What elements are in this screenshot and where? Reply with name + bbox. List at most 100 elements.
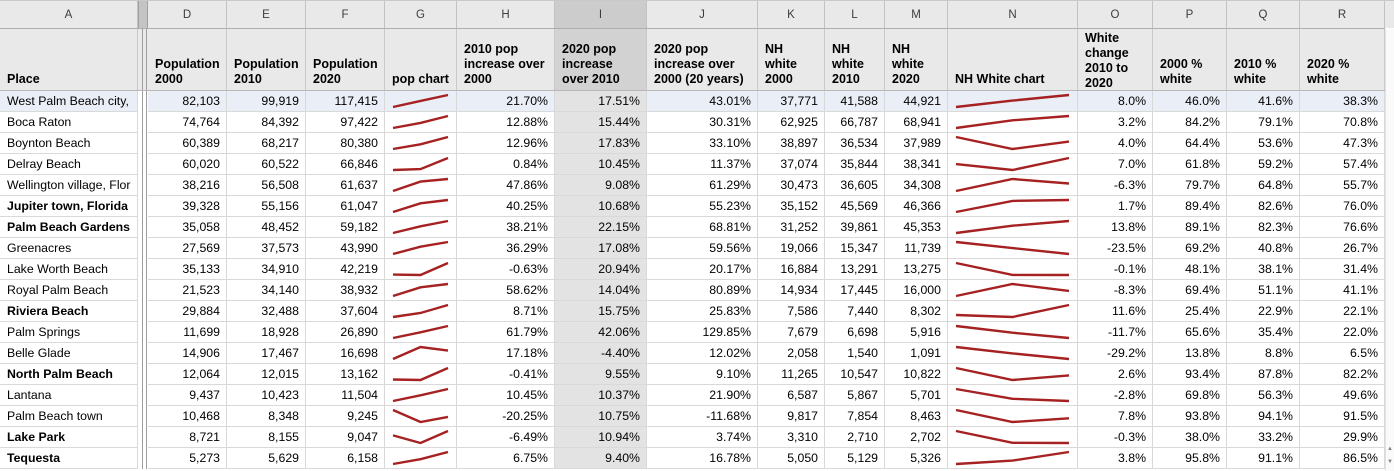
column-header-Q[interactable]: Q xyxy=(1227,1,1300,28)
cell-nhw-chart[interactable] xyxy=(948,196,1078,217)
cell-pop-2000[interactable]: 82,103 xyxy=(148,91,227,112)
cell-pop-2000[interactable]: 9,437 xyxy=(148,385,227,406)
cell-white-change[interactable]: 7.8% xyxy=(1078,406,1153,427)
cell-nhw-2010[interactable]: 2,710 xyxy=(825,427,885,448)
cell-inc-2020[interactable]: 17.83% xyxy=(555,133,647,154)
cell-inc-2020[interactable]: 9.55% xyxy=(555,364,647,385)
cell-pop-chart[interactable] xyxy=(385,133,457,154)
cell-nhw-2010[interactable]: 36,534 xyxy=(825,133,885,154)
cell-inc-20yr[interactable]: 9.10% xyxy=(647,364,758,385)
cell-pop-2010[interactable]: 18,928 xyxy=(227,322,306,343)
cell-place[interactable]: West Palm Beach city, xyxy=(0,91,138,112)
cell-place[interactable]: Lantana xyxy=(0,385,138,406)
cell-pop-2000[interactable]: 21,523 xyxy=(148,280,227,301)
cell-nhw-chart[interactable] xyxy=(948,301,1078,322)
cell-inc-2020[interactable]: 15.75% xyxy=(555,301,647,322)
cell-pct-2020[interactable]: 76.6% xyxy=(1300,217,1385,238)
cell-pop-chart[interactable] xyxy=(385,427,457,448)
cell-pop-2020[interactable]: 37,604 xyxy=(306,301,385,322)
cell-pct-2020[interactable]: 49.6% xyxy=(1300,385,1385,406)
cell-nhw-chart[interactable] xyxy=(948,112,1078,133)
cell-pop-chart[interactable] xyxy=(385,217,457,238)
cell-nhw-2010[interactable]: 41,588 xyxy=(825,91,885,112)
cell-pct-2000[interactable]: 69.8% xyxy=(1153,385,1227,406)
cell-inc-2020[interactable]: 17.08% xyxy=(555,238,647,259)
cell-inc-20yr[interactable]: 68.81% xyxy=(647,217,758,238)
cell-pct-2020[interactable]: 31.4% xyxy=(1300,259,1385,280)
header-cell-pct-2000[interactable]: 2000 % white xyxy=(1153,29,1227,90)
cell-pct-2000[interactable]: 95.8% xyxy=(1153,448,1227,469)
cell-white-change[interactable]: -6.3% xyxy=(1078,175,1153,196)
cell-pct-2020[interactable]: 29.9% xyxy=(1300,427,1385,448)
cell-pop-2000[interactable]: 38,216 xyxy=(148,175,227,196)
cell-pop-2010[interactable]: 99,919 xyxy=(227,91,306,112)
cell-nhw-chart[interactable] xyxy=(948,154,1078,175)
cell-pct-2010[interactable]: 40.8% xyxy=(1227,238,1300,259)
cell-pct-2010[interactable]: 59.2% xyxy=(1227,154,1300,175)
cell-inc-20yr[interactable]: 55.23% xyxy=(647,196,758,217)
cell-white-change[interactable]: -0.3% xyxy=(1078,427,1153,448)
cell-pop-2000[interactable]: 60,020 xyxy=(148,154,227,175)
cell-nhw-chart[interactable] xyxy=(948,133,1078,154)
cell-inc-20yr[interactable]: 25.83% xyxy=(647,301,758,322)
cell-pop-2000[interactable]: 10,468 xyxy=(148,406,227,427)
cell-pct-2000[interactable]: 38.0% xyxy=(1153,427,1227,448)
cell-nhw-chart[interactable] xyxy=(948,217,1078,238)
cell-pop-2020[interactable]: 61,637 xyxy=(306,175,385,196)
cell-inc-20yr[interactable]: 61.29% xyxy=(647,175,758,196)
cell-pct-2000[interactable]: 93.8% xyxy=(1153,406,1227,427)
cell-nhw-2000[interactable]: 38,897 xyxy=(758,133,825,154)
cell-nhw-2000[interactable]: 16,884 xyxy=(758,259,825,280)
cell-pct-2010[interactable]: 82.6% xyxy=(1227,196,1300,217)
cell-pct-2000[interactable]: 79.7% xyxy=(1153,175,1227,196)
cell-nhw-2010[interactable]: 6,698 xyxy=(825,322,885,343)
header-cell-pct-2020[interactable]: 2020 % white xyxy=(1300,29,1385,90)
cell-pop-2010[interactable]: 56,508 xyxy=(227,175,306,196)
cell-white-change[interactable]: 11.6% xyxy=(1078,301,1153,322)
column-header-G[interactable]: G xyxy=(385,1,457,28)
cell-nhw-2020[interactable]: 10,822 xyxy=(885,364,948,385)
cell-pct-2000[interactable]: 48.1% xyxy=(1153,259,1227,280)
cell-white-change[interactable]: 7.0% xyxy=(1078,154,1153,175)
cell-nhw-2020[interactable]: 16,000 xyxy=(885,280,948,301)
cell-place[interactable]: Boynton Beach xyxy=(0,133,138,154)
cell-pct-2010[interactable]: 94.1% xyxy=(1227,406,1300,427)
cell-place[interactable]: Wellington village, Flor xyxy=(0,175,138,196)
cell-place[interactable]: Palm Beach Gardens xyxy=(0,217,138,238)
cell-pop-2010[interactable]: 5,629 xyxy=(227,448,306,469)
cell-white-change[interactable]: 4.0% xyxy=(1078,133,1153,154)
cell-pop-2010[interactable]: 55,156 xyxy=(227,196,306,217)
cell-nhw-2000[interactable]: 5,050 xyxy=(758,448,825,469)
column-header-R[interactable]: R xyxy=(1300,1,1385,28)
cell-nhw-2000[interactable]: 30,473 xyxy=(758,175,825,196)
cell-nhw-2010[interactable]: 1,540 xyxy=(825,343,885,364)
cell-pct-2020[interactable]: 26.7% xyxy=(1300,238,1385,259)
cell-pct-2010[interactable]: 35.4% xyxy=(1227,322,1300,343)
cell-pct-2000[interactable]: 84.2% xyxy=(1153,112,1227,133)
cell-white-change[interactable]: -29.2% xyxy=(1078,343,1153,364)
vertical-scrollbar[interactable]: ▲ ▼ xyxy=(1385,29,1394,471)
cell-nhw-2010[interactable]: 45,569 xyxy=(825,196,885,217)
column-header-K[interactable]: K xyxy=(758,1,825,28)
cell-inc-20yr[interactable]: -11.68% xyxy=(647,406,758,427)
cell-pop-2010[interactable]: 17,467 xyxy=(227,343,306,364)
cell-pct-2010[interactable]: 22.9% xyxy=(1227,301,1300,322)
cell-nhw-2010[interactable]: 36,605 xyxy=(825,175,885,196)
cell-nhw-chart[interactable] xyxy=(948,385,1078,406)
cell-nhw-2020[interactable]: 68,941 xyxy=(885,112,948,133)
cell-inc-2020[interactable]: 17.51% xyxy=(555,91,647,112)
cell-pop-2010[interactable]: 60,522 xyxy=(227,154,306,175)
cell-nhw-chart[interactable] xyxy=(948,406,1078,427)
cell-inc-2010[interactable]: 6.75% xyxy=(457,448,555,469)
cell-nhw-2000[interactable]: 35,152 xyxy=(758,196,825,217)
cell-pct-2020[interactable]: 82.2% xyxy=(1300,364,1385,385)
header-cell-nhw-2010[interactable]: NH white 2010 xyxy=(825,29,885,90)
cell-white-change[interactable]: 3.2% xyxy=(1078,112,1153,133)
cell-pop-2020[interactable]: 117,415 xyxy=(306,91,385,112)
cell-inc-2010[interactable]: 36.29% xyxy=(457,238,555,259)
cell-pop-2000[interactable]: 35,058 xyxy=(148,217,227,238)
cell-nhw-2000[interactable]: 6,587 xyxy=(758,385,825,406)
cell-place[interactable]: Palm Beach town xyxy=(0,406,138,427)
cell-white-change[interactable]: -11.7% xyxy=(1078,322,1153,343)
cell-inc-20yr[interactable]: 11.37% xyxy=(647,154,758,175)
